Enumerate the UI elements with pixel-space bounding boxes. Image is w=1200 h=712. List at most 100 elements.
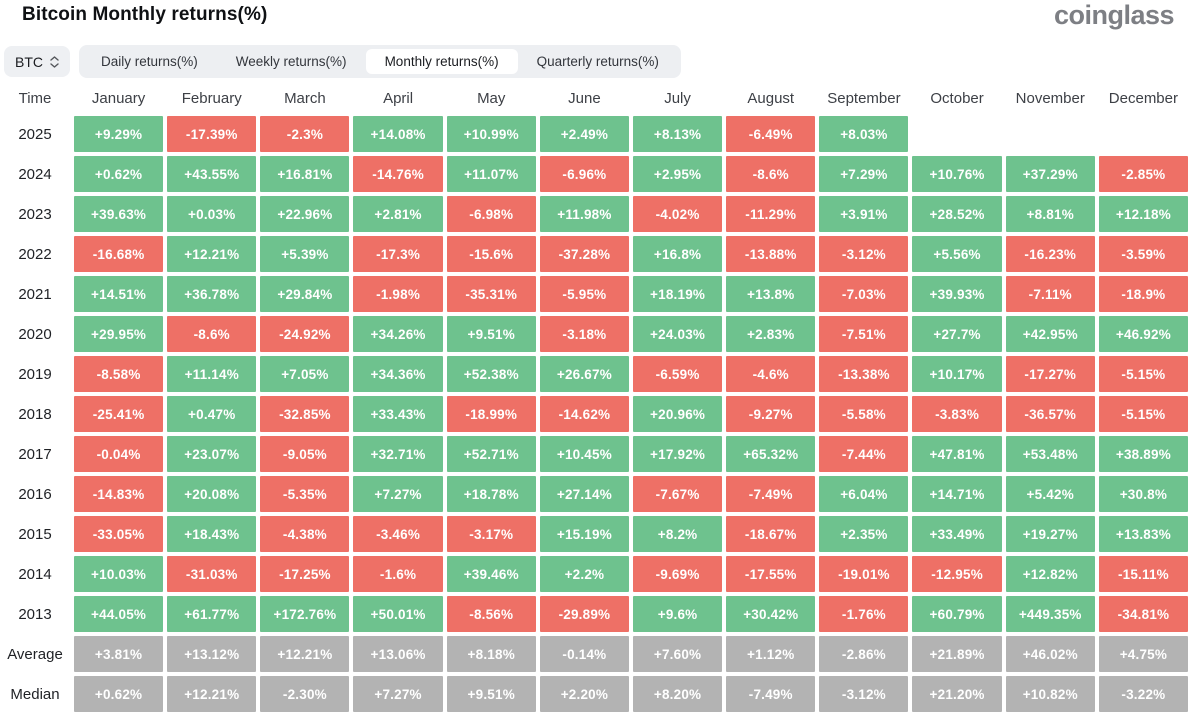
tab-weekly[interactable]: Weekly returns(%)	[235, 54, 347, 69]
return-cell: -3.22%	[1098, 676, 1188, 712]
return-cell: +10.99%	[446, 116, 536, 152]
return-cell: +38.89%	[1098, 436, 1188, 472]
return-cell: -18.99%	[446, 396, 536, 432]
symbol-select[interactable]: BTC	[4, 46, 70, 77]
page-title: Bitcoin Monthly returns(%)	[22, 4, 268, 25]
return-cell: +2.95%	[632, 156, 723, 192]
row-label: 2017	[18, 445, 52, 463]
column-header: May	[477, 89, 506, 107]
row-label: 2025	[18, 125, 52, 143]
return-cell: +17.92%	[632, 436, 723, 472]
column-header: December	[1108, 89, 1178, 107]
return-cell: -7.49%	[726, 676, 816, 712]
return-cell: -9.05%	[260, 436, 350, 472]
symbol-select-value: BTC	[15, 53, 43, 70]
column-header: July	[664, 89, 691, 107]
coinglass-logo: coinglass	[1053, 0, 1175, 30]
return-cell: -24.92%	[260, 316, 350, 352]
return-cell: -16.23%	[1005, 236, 1095, 272]
return-cell: -18.9%	[1098, 276, 1188, 312]
return-cell: -3.12%	[819, 676, 909, 712]
return-cell: +13.8%	[726, 276, 816, 312]
return-cell: +42.95%	[1005, 316, 1095, 352]
return-cell: +27.14%	[539, 476, 629, 512]
return-cell: -4.6%	[726, 356, 816, 392]
row-label: 2022	[18, 245, 52, 263]
return-cell	[912, 116, 1001, 152]
return-cell: +8.2%	[632, 516, 723, 552]
return-cell: -7.67%	[632, 476, 723, 512]
column-header: November	[1015, 89, 1085, 107]
return-cell: -5.35%	[260, 476, 350, 512]
return-cell: +21.20%	[912, 676, 1002, 712]
return-cell: +3.81%	[74, 636, 164, 672]
column-header: September	[827, 89, 901, 107]
column-header: Time	[18, 89, 52, 107]
column-header: October	[930, 89, 984, 107]
return-cell: -8.6%	[726, 156, 816, 192]
return-cell: +44.05%	[74, 596, 164, 632]
tab-monthly[interactable]: Monthly returns(%)	[365, 49, 518, 74]
return-cell: -5.58%	[819, 396, 909, 432]
return-cell: +6.04%	[819, 476, 909, 512]
return-cell: -37.28%	[539, 236, 629, 272]
return-cell: -18.67%	[726, 516, 816, 552]
return-cell: +20.08%	[167, 476, 257, 512]
column-header: April	[383, 89, 414, 107]
return-cell: +30.42%	[726, 596, 816, 632]
return-cell: -4.38%	[260, 516, 350, 552]
return-cell: +0.47%	[167, 396, 257, 432]
return-cell: -1.6%	[353, 556, 443, 592]
return-cell: -1.76%	[819, 596, 909, 632]
return-cell: -7.51%	[819, 316, 909, 352]
return-cell: +0.62%	[74, 676, 164, 712]
return-cell: +2.81%	[353, 196, 443, 232]
return-cell: -2.3%	[260, 116, 350, 152]
return-cell: +7.27%	[353, 676, 443, 712]
return-cell: +29.84%	[260, 276, 350, 312]
return-cell: -11.29%	[726, 196, 816, 232]
return-cell: -0.14%	[539, 636, 629, 672]
return-cell: +30.8%	[1098, 476, 1188, 512]
return-cell: +52.71%	[446, 436, 536, 472]
return-cell	[1099, 116, 1188, 152]
return-cell: +4.75%	[1098, 636, 1188, 672]
tab-quarterly[interactable]: Quarterly returns(%)	[536, 54, 659, 69]
return-cell: +13.06%	[353, 636, 443, 672]
return-cell: +8.03%	[819, 116, 909, 152]
return-cell: -15.11%	[1098, 556, 1188, 592]
return-cell: +14.71%	[912, 476, 1002, 512]
return-cell: +39.46%	[446, 556, 536, 592]
return-cell: +8.20%	[632, 676, 723, 712]
return-cell: +52.38%	[446, 356, 536, 392]
return-cell: +10.45%	[539, 436, 629, 472]
return-cell: -5.15%	[1098, 356, 1188, 392]
return-cell: -7.11%	[1005, 276, 1095, 312]
return-cell: +46.92%	[1098, 316, 1188, 352]
return-cell: -8.58%	[74, 356, 164, 392]
return-cell: +39.93%	[912, 276, 1002, 312]
return-cell: -2.85%	[1098, 156, 1188, 192]
return-cell: +33.49%	[912, 516, 1002, 552]
return-cell: +9.6%	[632, 596, 723, 632]
return-cell: +24.03%	[632, 316, 723, 352]
tab-daily[interactable]: Daily returns(%)	[101, 54, 198, 69]
return-cell: +7.05%	[260, 356, 350, 392]
row-label: 2013	[18, 605, 52, 623]
return-cell: +60.79%	[912, 596, 1002, 632]
return-cell: +8.13%	[632, 116, 723, 152]
return-cell: +26.67%	[539, 356, 629, 392]
return-cell: +47.81%	[912, 436, 1002, 472]
return-cell: -8.56%	[446, 596, 536, 632]
return-cell: +3.91%	[819, 196, 909, 232]
return-cell: -8.6%	[167, 316, 257, 352]
return-cell: -17.3%	[353, 236, 443, 272]
return-cell: +53.48%	[1005, 436, 1095, 472]
row-label: 2019	[18, 365, 52, 383]
return-cell: +2.49%	[539, 116, 629, 152]
return-cell: -17.27%	[1005, 356, 1095, 392]
return-cell: +27.7%	[912, 316, 1002, 352]
return-cell: +61.77%	[167, 596, 257, 632]
return-cell: +9.29%	[74, 116, 164, 152]
return-cell: +11.14%	[167, 356, 257, 392]
